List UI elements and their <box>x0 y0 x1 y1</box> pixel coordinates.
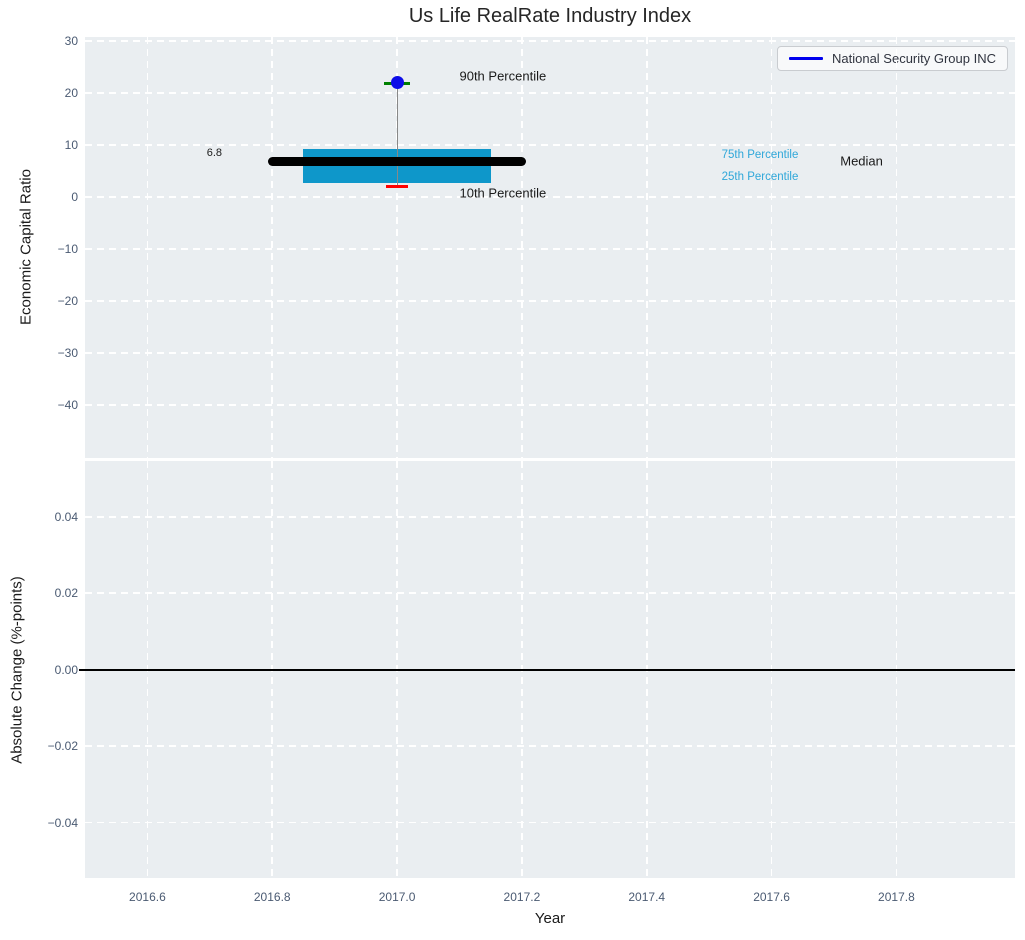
x-gridline <box>271 37 274 458</box>
annotation-90th-percentile: 90th Percentile <box>459 68 547 84</box>
y-gridline <box>85 92 1015 94</box>
y-tick-label: −30 <box>57 346 78 360</box>
whisker-line <box>396 83 398 187</box>
x-gridline <box>645 37 648 458</box>
y-tick-label: 0.02 <box>54 586 78 601</box>
x-tick-label: 2017.8 <box>878 890 915 904</box>
annotation-median: Median <box>840 153 883 169</box>
y-tick-label: −0.02 <box>47 739 78 754</box>
annotation-6-8: 6.8 <box>206 146 222 159</box>
y-tick-label: 30 <box>64 34 78 49</box>
x-tick-label: 2017.2 <box>503 890 541 904</box>
legend-label: National Security Group INC <box>831 51 996 66</box>
y-gridline <box>85 40 1015 42</box>
x-gridline <box>521 37 523 458</box>
zero-change-line <box>79 668 1015 671</box>
annotation-75th-percentile: 75th Percentile <box>721 148 799 161</box>
cap-10th-percentile <box>386 184 409 188</box>
top-plot-area <box>85 37 1015 458</box>
y-gridline <box>85 248 1015 250</box>
x-tick-label: 2016.6 <box>129 890 166 904</box>
y-tick-label: 0 <box>71 190 78 205</box>
legend: National Security Group INC <box>776 46 1008 71</box>
y-gridline <box>85 516 1015 518</box>
company-marker-dot <box>390 75 404 89</box>
x-tick-label: 2016.8 <box>253 890 291 904</box>
y-tick-label: −40 <box>57 397 78 412</box>
y-gridline <box>85 404 1015 406</box>
annotation-10th-percentile: 10th Percentile <box>459 185 547 201</box>
y-tick-label: 0.00 <box>54 662 78 677</box>
x-gridline <box>770 37 773 458</box>
y-gridline <box>85 821 1015 824</box>
y-tick-label: 0.04 <box>54 509 78 524</box>
y-gridline <box>85 592 1015 595</box>
annotation-25th-percentile: 25th Percentile <box>721 170 799 183</box>
x-gridline <box>146 37 149 458</box>
y-gridline <box>85 144 1015 146</box>
y-gridline <box>85 352 1015 354</box>
y-gridline <box>85 196 1015 198</box>
x-gridline <box>895 37 898 458</box>
x-tick-label: 2017.4 <box>628 890 666 904</box>
y-tick-label: 10 <box>64 138 78 153</box>
x-gridline <box>396 37 398 458</box>
y-gridline <box>85 745 1015 747</box>
legend-line-icon <box>788 57 823 60</box>
y-tick-label: 20 <box>64 86 78 101</box>
y-tick-label: −20 <box>57 294 78 309</box>
median-line <box>268 157 526 167</box>
y-tick-label: −10 <box>57 242 78 257</box>
y-gridline <box>85 300 1015 302</box>
x-tick-label: 2017.6 <box>753 890 790 904</box>
x-tick-label: 2017.0 <box>378 890 416 904</box>
chart-title: Us Life RealRate Industry Index <box>408 5 692 27</box>
x-axis-label: Year <box>534 910 566 927</box>
y-tick-label: −0.04 <box>47 815 78 830</box>
